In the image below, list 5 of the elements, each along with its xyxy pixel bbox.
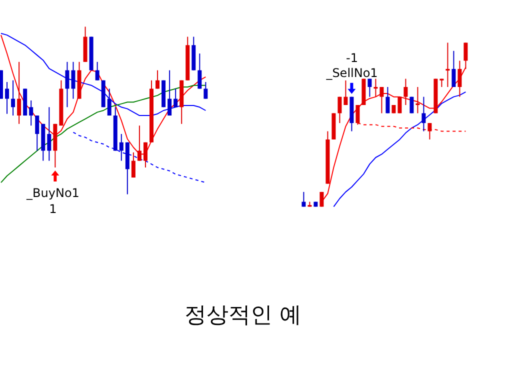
text: 정상적인 예	[184, 303, 302, 328]
annotation: _BuyNo1	[26, 186, 80, 200]
text: 1	[49, 202, 57, 216]
annotation: _SellNo1	[325, 66, 378, 80]
annotation: -1	[346, 51, 358, 65]
